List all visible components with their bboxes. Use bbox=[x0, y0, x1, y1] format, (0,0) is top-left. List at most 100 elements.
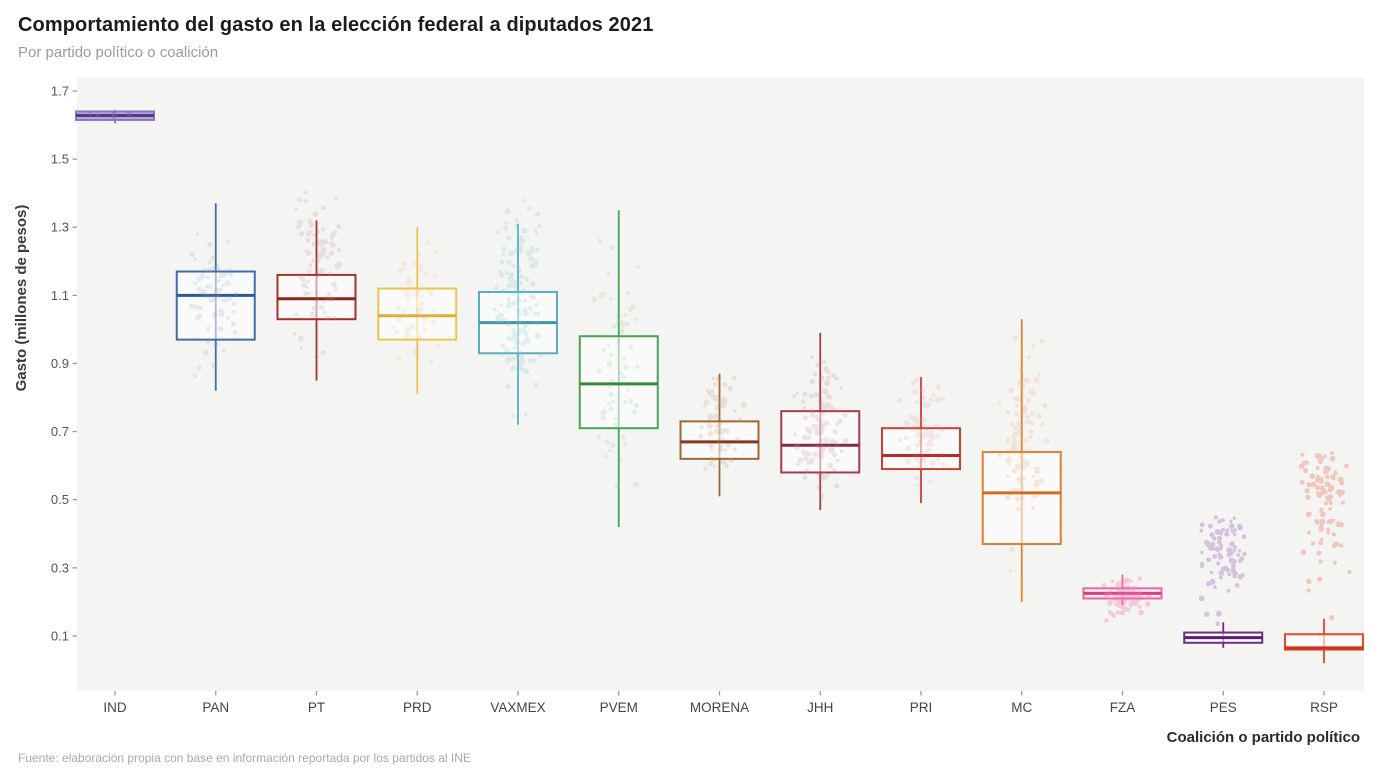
boxplot-IND bbox=[75, 109, 155, 124]
jitter-point bbox=[509, 335, 516, 342]
jitter-point bbox=[202, 267, 208, 273]
jitter-point bbox=[430, 287, 435, 291]
jitter-point bbox=[1315, 477, 1321, 483]
jitter-point bbox=[1239, 556, 1245, 561]
jitter-point bbox=[1237, 574, 1243, 580]
box-RSP bbox=[1284, 633, 1364, 651]
jitter-point bbox=[402, 309, 406, 314]
jitter-point bbox=[1139, 595, 1145, 601]
jitter-point bbox=[622, 356, 627, 361]
jitter-point bbox=[614, 417, 618, 421]
jitter-point bbox=[1238, 523, 1242, 528]
jitter-point bbox=[1018, 367, 1022, 371]
jitter-point bbox=[1229, 519, 1233, 524]
jitter-point bbox=[308, 263, 313, 267]
jitter-point bbox=[218, 308, 224, 313]
jitter-point bbox=[833, 408, 838, 412]
jitter-point bbox=[1024, 460, 1031, 467]
jitter-point bbox=[1020, 496, 1025, 501]
jitter-point bbox=[699, 425, 704, 430]
jitter-point bbox=[416, 251, 421, 256]
jitter-point bbox=[1018, 440, 1024, 446]
jitter-point bbox=[619, 322, 626, 328]
jitter-point bbox=[1220, 518, 1225, 523]
jitter-point bbox=[1124, 594, 1130, 600]
jitter-point bbox=[1328, 507, 1332, 511]
jitter-point bbox=[427, 288, 433, 295]
jitter-point bbox=[720, 396, 727, 403]
jitter-point bbox=[606, 401, 611, 406]
jitter-point bbox=[919, 449, 926, 456]
jitter-point bbox=[1240, 573, 1245, 578]
jitter-point bbox=[317, 238, 324, 245]
jitter-point bbox=[312, 211, 319, 218]
jitter-point bbox=[516, 267, 522, 273]
jitter-point bbox=[412, 351, 418, 357]
jitter-point bbox=[915, 419, 921, 425]
jitter-point bbox=[833, 439, 839, 445]
jitter-point bbox=[329, 235, 334, 240]
jitter-point bbox=[823, 439, 829, 445]
jitter-point bbox=[1132, 594, 1137, 599]
jitter-point bbox=[418, 306, 424, 312]
jitter-point bbox=[311, 241, 317, 247]
jitter-point bbox=[724, 463, 729, 469]
jitter-point bbox=[521, 328, 527, 333]
jitter-point bbox=[1025, 398, 1031, 403]
jitter-point bbox=[1217, 540, 1222, 545]
jitter-point bbox=[1025, 448, 1029, 453]
jitter-point bbox=[303, 190, 308, 195]
jitter-point bbox=[311, 259, 315, 263]
jitter-point bbox=[616, 314, 622, 319]
jitter-point bbox=[307, 229, 313, 235]
jitter-point bbox=[509, 365, 516, 372]
jitter-point bbox=[403, 292, 408, 297]
x-tick-label-PRD: PRD bbox=[403, 700, 432, 715]
jitter-point bbox=[1034, 479, 1040, 485]
jitter-point bbox=[1103, 595, 1108, 600]
jitter-point bbox=[504, 208, 511, 215]
jitter-point bbox=[802, 406, 807, 410]
jitter-point bbox=[795, 391, 799, 395]
jitter-point bbox=[1122, 600, 1127, 605]
jitter-point bbox=[502, 252, 506, 257]
jitter-point bbox=[497, 312, 504, 319]
jitter-point bbox=[1230, 567, 1236, 572]
jitter-point bbox=[533, 311, 537, 316]
jitter-point bbox=[298, 335, 304, 342]
jitter-point bbox=[424, 271, 430, 276]
jitter-point bbox=[1220, 527, 1226, 533]
jitter-point bbox=[924, 431, 930, 436]
jitter-point bbox=[1131, 600, 1136, 604]
jitter-point bbox=[795, 462, 800, 467]
jitter-point bbox=[492, 307, 497, 312]
jitter-point bbox=[197, 313, 202, 319]
jitter-point bbox=[1316, 550, 1322, 556]
jitter-point bbox=[710, 446, 714, 450]
jitter-point bbox=[499, 272, 505, 278]
jitter-point bbox=[1020, 485, 1025, 490]
jitter-point bbox=[723, 448, 728, 452]
jitter-point bbox=[1034, 468, 1040, 475]
jitter-point bbox=[839, 449, 844, 454]
jitter-point bbox=[526, 250, 532, 257]
jitter-point bbox=[1300, 452, 1305, 457]
jitter-point bbox=[1104, 591, 1111, 597]
jitter-point bbox=[500, 352, 505, 357]
jitter-point bbox=[1304, 460, 1309, 465]
jitter-point bbox=[511, 300, 517, 306]
jitter-point bbox=[225, 270, 230, 275]
jitter-point bbox=[1121, 599, 1127, 605]
jitter-point bbox=[500, 343, 506, 349]
jitter-point bbox=[1236, 553, 1241, 557]
jitter-point bbox=[608, 391, 614, 398]
jitter-point bbox=[712, 396, 718, 402]
jitter-point bbox=[320, 350, 326, 356]
jitter-point bbox=[515, 288, 521, 294]
jitter-point bbox=[298, 275, 303, 280]
jitter-point bbox=[608, 448, 613, 453]
jitter-point bbox=[703, 466, 708, 471]
jitter-point bbox=[1030, 411, 1035, 416]
jitter-point bbox=[623, 313, 628, 318]
jitter-point bbox=[707, 413, 714, 420]
